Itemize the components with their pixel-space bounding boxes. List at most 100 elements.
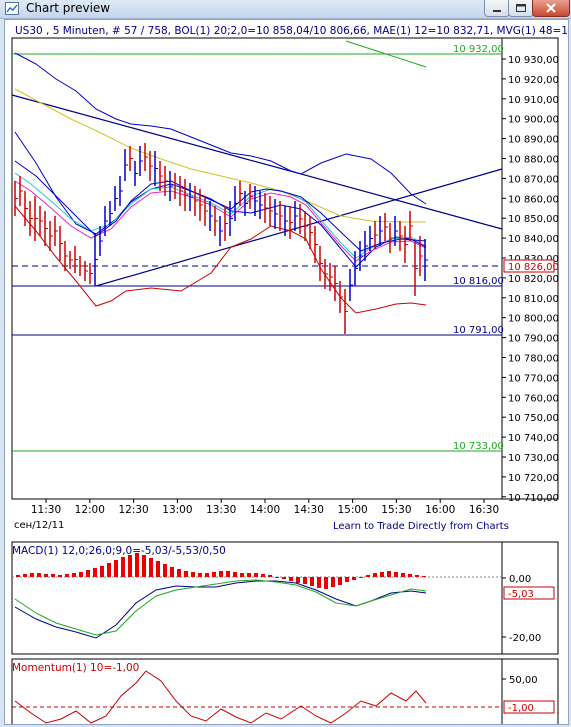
green-top-label: 10 932,00 bbox=[453, 44, 504, 55]
macd-histogram-bar bbox=[415, 575, 419, 577]
momentum-current-label: -1,00 bbox=[508, 703, 534, 714]
macd-histogram-bar bbox=[114, 560, 118, 577]
time-axis-label: 14:30 bbox=[294, 504, 324, 516]
macd-histogram-bar bbox=[184, 571, 188, 577]
time-axis-label: 16:00 bbox=[425, 504, 455, 516]
macd-histogram-bar bbox=[72, 573, 76, 577]
time-axis-label: 13:00 bbox=[162, 504, 192, 516]
macd-axis-zero: 0,00 bbox=[509, 574, 531, 585]
green-diagonal-line[interactable] bbox=[345, 40, 427, 68]
chart-header: US30 , 5 Minuten, # 57 / 758, BOL(1) 20;… bbox=[15, 25, 568, 37]
macd-histogram-bar bbox=[86, 570, 90, 577]
macd-current-box bbox=[503, 586, 555, 600]
macd-histogram-bar bbox=[289, 577, 293, 581]
macd-histogram-bar bbox=[401, 573, 405, 577]
chart-app-icon bbox=[5, 2, 19, 15]
time-axis-label: 16:30 bbox=[469, 504, 499, 516]
time-axis-label: 15:00 bbox=[337, 504, 367, 516]
macd-histogram-bar bbox=[205, 573, 209, 577]
time-axis-label: 12:30 bbox=[118, 504, 148, 516]
macd-histogram-bar bbox=[345, 577, 349, 582]
macd-histogram-bar bbox=[261, 574, 265, 577]
macd-histogram-bar bbox=[233, 572, 237, 577]
maximize-icon bbox=[516, 4, 526, 12]
macd-axis-minus20: -20,00 bbox=[509, 633, 541, 644]
macd-histogram-bar bbox=[254, 573, 258, 577]
macd-histogram-bar bbox=[408, 574, 412, 577]
bollinger-lower-band bbox=[14, 131, 427, 268]
macd-histogram-bar bbox=[93, 568, 97, 577]
macd-histogram-bar bbox=[107, 563, 111, 577]
macd-histogram-bar bbox=[149, 558, 153, 577]
macd-histogram-bar bbox=[366, 575, 370, 577]
price-axis-label: 10 910,00 bbox=[508, 95, 559, 106]
bollinger-middle-line bbox=[14, 160, 427, 252]
macd-histogram bbox=[16, 553, 426, 589]
macd-histogram-bar bbox=[394, 572, 398, 577]
price-axis-label: 10 860,00 bbox=[508, 194, 559, 205]
momentum-current-box bbox=[503, 700, 555, 714]
momentum-axis-50: 50,00 bbox=[509, 675, 538, 686]
downtrend-line[interactable] bbox=[11, 94, 503, 230]
price-axis-label: 10 800,00 bbox=[508, 314, 559, 325]
momentum-line bbox=[14, 670, 427, 724]
macd-histogram-bar bbox=[282, 577, 286, 579]
macd-histogram-bar bbox=[170, 567, 174, 577]
candles-group bbox=[14, 143, 428, 334]
mvg-moving-average bbox=[14, 88, 426, 223]
chart-area[interactable]: US30 , 5 Minuten, # 57 / 758, BOL(1) 20;… bbox=[5, 20, 571, 726]
price-axis-label: 10 720,00 bbox=[508, 473, 559, 484]
price-axis-label: 10 840,00 bbox=[508, 234, 559, 245]
macd-histogram-bar bbox=[135, 553, 139, 577]
macd-histogram-bar bbox=[380, 572, 384, 577]
chart-window-client: US30 , 5 Minuten, # 57 / 758, BOL(1) 20;… bbox=[4, 19, 571, 726]
macd-panel-frame[interactable] bbox=[11, 541, 503, 655]
price-axis-label: 10 920,00 bbox=[508, 75, 559, 86]
macd-histogram-bar bbox=[100, 566, 104, 577]
price-axis-label: 10 760,00 bbox=[508, 393, 559, 404]
time-axis-label: 12:00 bbox=[75, 504, 105, 516]
price-axis-label: 10 820,00 bbox=[508, 274, 559, 285]
macd-header: MACD(1) 12,0;26,0;9,0=-5,03/-5,53/0,50 bbox=[12, 545, 226, 557]
minimize-icon bbox=[493, 10, 501, 12]
close-icon bbox=[546, 3, 556, 13]
minimize-button[interactable] bbox=[484, 0, 510, 17]
macd-histogram-bar bbox=[303, 577, 307, 584]
price-axis-label: 10 870,00 bbox=[508, 174, 559, 185]
uptrend-line[interactable] bbox=[95, 168, 503, 287]
macd-histogram-bar bbox=[163, 564, 167, 577]
macd-histogram-bar bbox=[30, 573, 34, 577]
macd-histogram-bar bbox=[422, 576, 426, 577]
cyan-average-line bbox=[14, 172, 427, 259]
window-titlebar: Chart preview bbox=[0, 0, 571, 19]
price-axis-label: 10 930,00 bbox=[508, 55, 559, 66]
current-price-box bbox=[503, 259, 555, 273]
price-axis-label: 10 730,00 bbox=[508, 453, 559, 464]
price-axis-label: 10 710,00 bbox=[508, 493, 559, 504]
momentum-axis-frame bbox=[501, 658, 559, 726]
close-button[interactable] bbox=[532, 0, 570, 17]
macd-histogram-bar bbox=[177, 569, 181, 577]
price-axis-label: 10 790,00 bbox=[508, 334, 559, 345]
macd-histogram-bar bbox=[268, 575, 272, 577]
momentum-header: Momentum(1) 10=-1,00 bbox=[12, 662, 139, 674]
macd-histogram-bar bbox=[142, 555, 146, 577]
mae-lower-band bbox=[14, 205, 427, 314]
learn-to-trade-link[interactable]: Learn to Trade Directly from Charts bbox=[333, 521, 509, 532]
macd-histogram-bar bbox=[51, 574, 55, 577]
macd-histogram-bar bbox=[65, 574, 69, 577]
price-axis-label: 10 780,00 bbox=[508, 354, 559, 365]
macd-histogram-bar bbox=[23, 574, 27, 577]
macd-histogram-bar bbox=[247, 573, 251, 577]
macd-histogram-bar bbox=[338, 577, 342, 585]
price-axis-label: 10 810,00 bbox=[508, 294, 559, 305]
price-axis-label: 10 750,00 bbox=[508, 413, 559, 424]
maximize-button[interactable] bbox=[508, 0, 534, 17]
macd-histogram-bar bbox=[310, 577, 314, 586]
macd-histogram-bar bbox=[79, 572, 83, 577]
price-axis-label: 10 890,00 bbox=[508, 135, 559, 146]
macd-histogram-bar bbox=[121, 557, 125, 577]
macd-histogram-bar bbox=[191, 572, 195, 577]
macd-histogram-bar bbox=[275, 577, 279, 578]
macd-current-label: -5,03 bbox=[508, 589, 534, 600]
